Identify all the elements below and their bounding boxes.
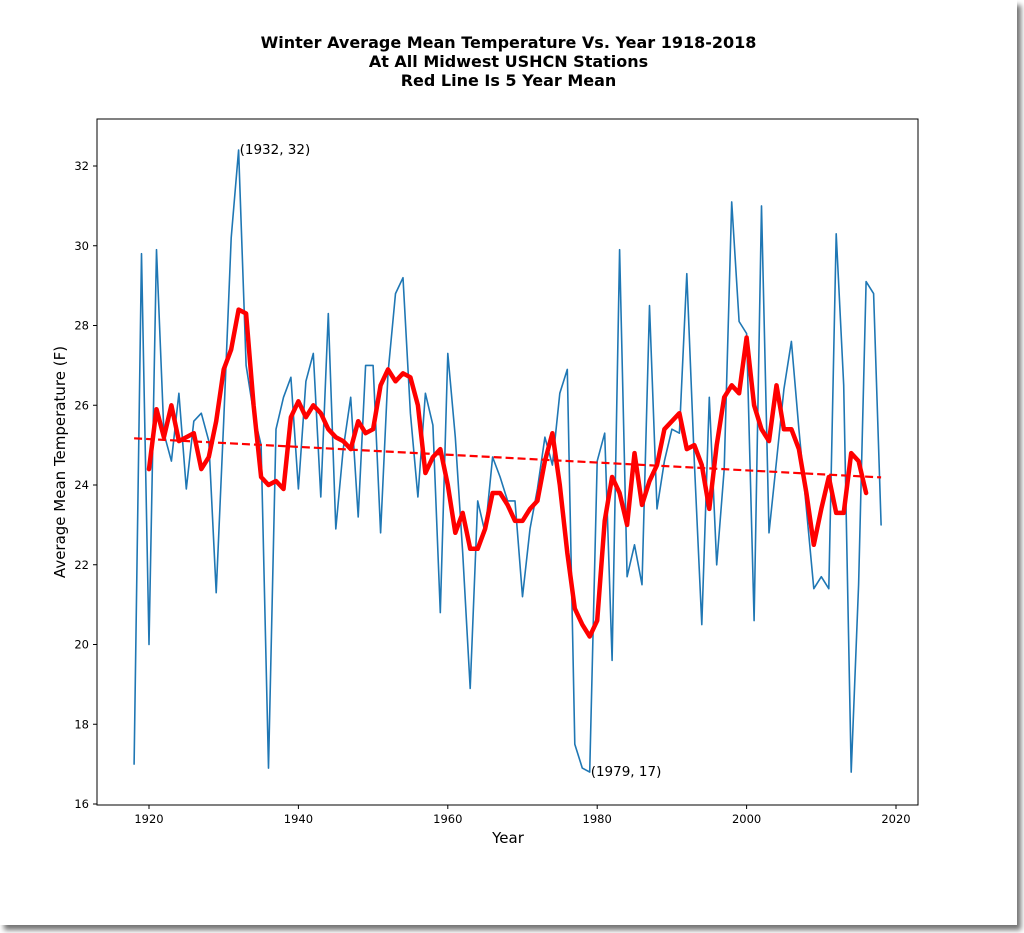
five-year-mean-line xyxy=(146,307,869,639)
x-tick-label: 1980 xyxy=(583,812,612,826)
y-tick-label: 32 xyxy=(74,159,89,173)
chart-title-line-2: At All Midwest USHCN Stations xyxy=(368,52,649,71)
y-tick-label: 26 xyxy=(74,398,89,412)
y-tick-label: 30 xyxy=(74,239,89,253)
y-tick-label: 28 xyxy=(74,319,89,333)
x-tick-label: 1920 xyxy=(134,812,163,826)
plot-area xyxy=(97,119,918,805)
y-tick-label: 22 xyxy=(74,558,89,572)
series-layer xyxy=(133,149,882,773)
axes-layer: (1932, 32) (1979, 17) 1920 1940 1960 1980 2000… xyxy=(74,118,919,826)
y-tick-label: 24 xyxy=(74,478,89,492)
chart-title-line-3: Red Line Is 5 Year Mean xyxy=(400,71,617,90)
y-tick-label: 16 xyxy=(74,797,89,811)
y-tick-label: 18 xyxy=(74,717,89,731)
annotation-label: (1932, 32) xyxy=(240,142,311,158)
y-tick-label: 20 xyxy=(74,638,89,652)
x-tick-label: 2020 xyxy=(881,812,910,826)
x-tick-label: 1960 xyxy=(433,812,462,826)
plot-frame xyxy=(96,118,919,806)
annotation-label: (1979, 17) xyxy=(591,764,662,780)
chart-title-line-1: Winter Average Mean Temperature Vs. Year… xyxy=(260,33,757,52)
trend-line xyxy=(134,437,882,479)
plot-background xyxy=(97,119,918,805)
y-axis-label: Average Mean Temperature (F) xyxy=(51,346,69,578)
x-axis-label: Year xyxy=(491,829,525,847)
x-tick-label: 2000 xyxy=(732,812,761,826)
x-tick-label: 1940 xyxy=(284,812,313,826)
